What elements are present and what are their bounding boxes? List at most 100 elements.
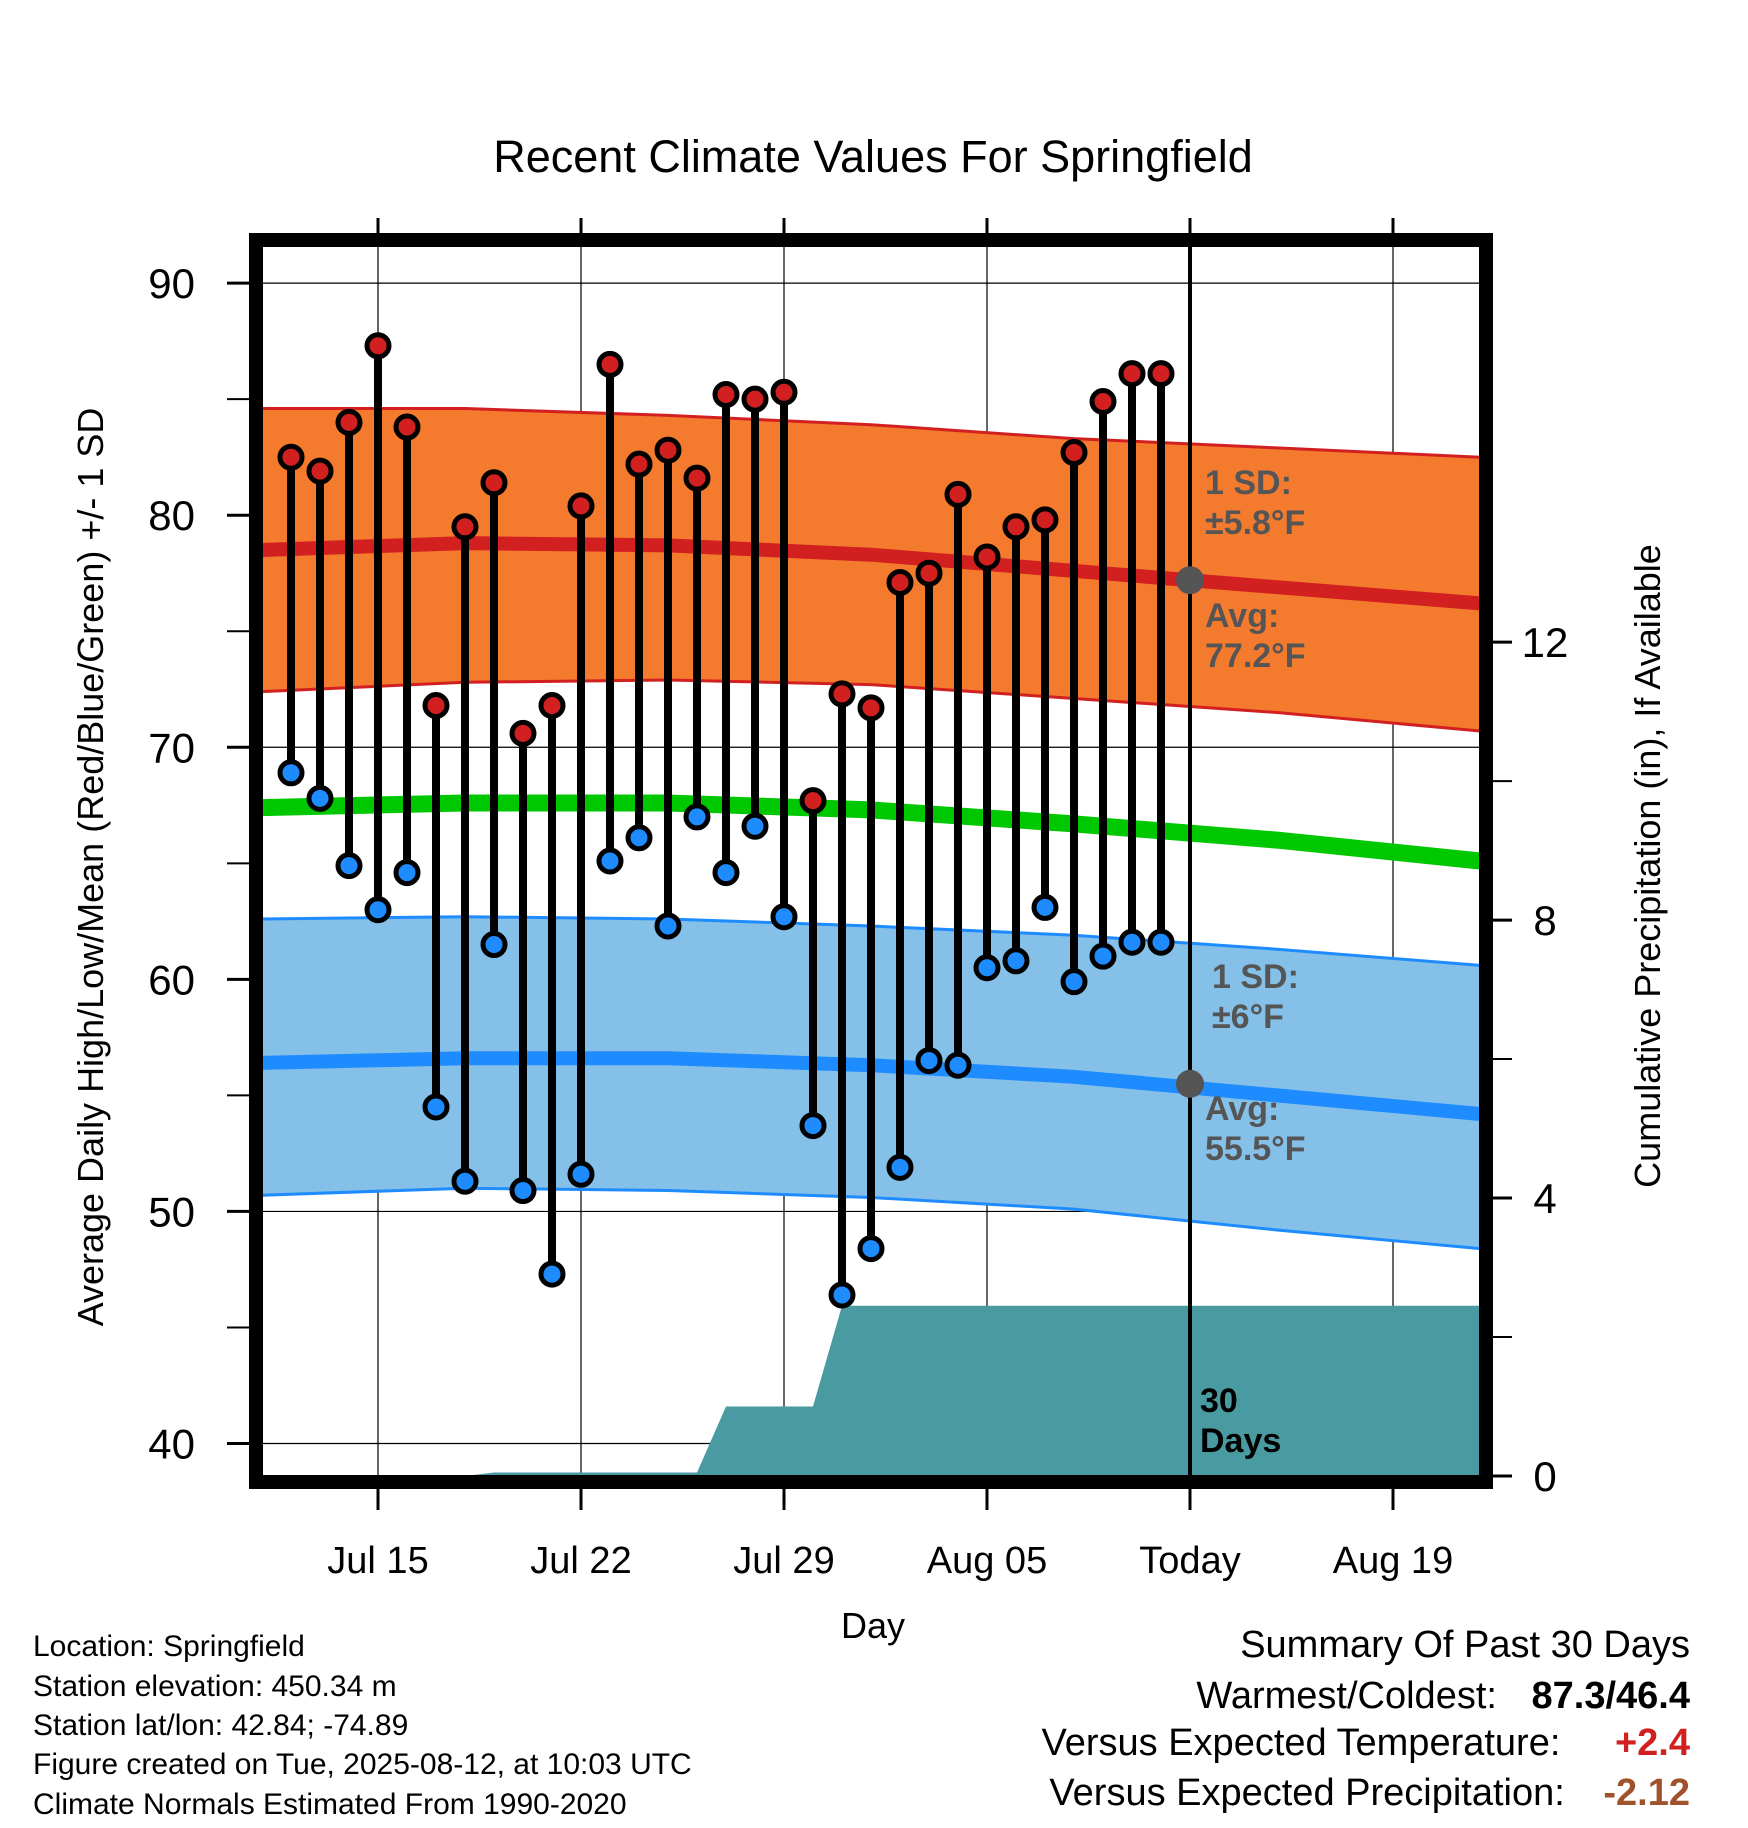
daily-low-point xyxy=(857,1235,885,1263)
daily-high-point xyxy=(770,378,798,406)
days-annotation-line2: Days xyxy=(1200,1422,1281,1460)
x-tick-label: Jul 15 xyxy=(327,1540,428,1582)
daily-low-point xyxy=(1002,947,1030,975)
daily-high-point xyxy=(306,457,334,485)
daily-high-point xyxy=(596,350,624,378)
daily-low-point xyxy=(567,1160,595,1188)
summary-title: Summary Of Past 30 Days xyxy=(1240,1624,1690,1666)
y-tick-label: 80 xyxy=(148,492,195,539)
daily-low-point xyxy=(364,896,392,924)
daily-high-point xyxy=(567,492,595,520)
daily-low-point xyxy=(944,1051,972,1079)
high-avg-annotation-line2: 77.2°F xyxy=(1205,637,1306,675)
x-tick-label: Today xyxy=(1139,1540,1240,1582)
x-tick-label: Jul 29 xyxy=(733,1540,834,1582)
daily-high-point xyxy=(828,680,856,708)
daily-high-point xyxy=(277,443,305,471)
daily-low-point xyxy=(1031,893,1059,921)
daily-low-point xyxy=(422,1093,450,1121)
daily-low-point xyxy=(683,803,711,831)
daily-high-point xyxy=(480,469,508,497)
days-annotation-line1: 30 xyxy=(1200,1382,1238,1420)
x-tick-label: Aug 19 xyxy=(1333,1540,1453,1582)
low-avg-annotation-line1: Avg: xyxy=(1205,1090,1279,1128)
today-low-avg-marker xyxy=(1176,1069,1204,1098)
high-sd-annotation: 1 SD: ±5.8°F xyxy=(1205,464,1305,542)
today-high-avg-marker xyxy=(1176,566,1204,595)
precip-area xyxy=(262,1305,1480,1476)
low-sd-annotation: 1 SD: ±6°F xyxy=(1212,958,1299,1036)
location-text: Location: Springfield xyxy=(33,1630,305,1663)
daily-low-point xyxy=(335,852,363,880)
daily-low-point xyxy=(741,812,769,840)
summary-precipitation: Versus Expected Precipitation: -2.12 xyxy=(1049,1773,1690,1813)
high-sd-band xyxy=(262,408,1480,731)
daily-low-point xyxy=(625,824,653,852)
summary-warmest-coldest: Warmest/Coldest: 87.3/46.4 xyxy=(1196,1676,1690,1716)
y2-axis-label: Cumulative Precipitation (in), If Availa… xyxy=(1627,544,1668,1188)
daily-low-point xyxy=(1060,968,1088,996)
latlon-text: Station lat/lon: 42.84; -74.89 xyxy=(33,1709,409,1742)
daily-low-point xyxy=(712,859,740,887)
daily-low-point xyxy=(538,1260,566,1288)
daily-low-point xyxy=(1118,928,1146,956)
daily-high-point xyxy=(335,408,363,436)
y-tick-label: 40 xyxy=(148,1421,195,1468)
temperature-label: Versus Expected Temperature: xyxy=(1041,1722,1561,1764)
daily-high-point xyxy=(625,450,653,478)
daily-high-point xyxy=(973,543,1001,571)
daily-high-point xyxy=(712,381,740,409)
daily-high-point xyxy=(393,413,421,441)
high-band-upper-edge xyxy=(262,407,1481,459)
high-avg-annotation-line1: Avg: xyxy=(1205,597,1279,635)
y-axis-label: Average Daily High/Low/Mean (Red/Blue/Gr… xyxy=(70,408,111,1327)
x-tick-label: Aug 05 xyxy=(927,1540,1047,1582)
warmest-coldest-label: Warmest/Coldest: xyxy=(1196,1675,1497,1717)
daily-low-point xyxy=(915,1047,943,1075)
low-avg-annotation-line2: 55.5°F xyxy=(1205,1130,1306,1168)
y-tick-label: 70 xyxy=(148,724,195,771)
low-sd-annotation-line1: 1 SD: xyxy=(1212,958,1299,996)
precipitation-label: Versus Expected Precipitation: xyxy=(1049,1772,1565,1814)
daily-high-point xyxy=(944,480,972,508)
high-sd-annotation-line1: 1 SD: xyxy=(1205,464,1292,502)
daily-high-point xyxy=(1089,387,1117,415)
created-text: Figure created on Tue, 2025-08-12, at 10… xyxy=(33,1748,692,1781)
x-axis: Jul 15 Jul 22 Jul 29 Aug 05 Today Aug 19 xyxy=(327,218,1453,1582)
low-avg-annotation: Avg: 55.5°F xyxy=(1205,1090,1306,1168)
daily-high-point xyxy=(1060,439,1088,467)
daily-high-point xyxy=(1147,360,1175,388)
y-tick-label: 90 xyxy=(148,260,195,307)
daily-high-point xyxy=(857,694,885,722)
daily-low-point xyxy=(1089,942,1117,970)
daily-high-point xyxy=(915,559,943,587)
x-tick-label: Jul 22 xyxy=(530,1540,631,1582)
daily-high-point xyxy=(799,787,827,815)
y2-axis: 0 4 8 12 xyxy=(1488,619,1568,1500)
daily-high-point xyxy=(1118,360,1146,388)
daily-low-point xyxy=(451,1167,479,1195)
y-tick-label: 50 xyxy=(148,1188,195,1235)
daily-low-point xyxy=(1147,928,1175,956)
daily-low-point xyxy=(509,1177,537,1205)
temperature-value: +2.4 xyxy=(1614,1722,1690,1764)
y2-tick-label: 4 xyxy=(1533,1175,1556,1222)
daily-low-point xyxy=(770,903,798,931)
x-axis-label: Day xyxy=(841,1605,905,1646)
y2-tick-label: 12 xyxy=(1522,619,1569,666)
daily-low-point xyxy=(886,1153,914,1181)
daily-high-point xyxy=(364,332,392,360)
daily-low-point xyxy=(973,954,1001,982)
chart-title: Recent Climate Values For Springfield xyxy=(493,131,1253,182)
normals-text: Climate Normals Estimated From 1990-2020 xyxy=(33,1788,627,1821)
low-sd-annotation-line2: ±6°F xyxy=(1212,998,1284,1036)
warmest-coldest-value: 87.3/46.4 xyxy=(1531,1675,1690,1717)
daily-low-point xyxy=(306,784,334,812)
days-annotation: 30 Days xyxy=(1200,1382,1281,1460)
y-tick-label: 60 xyxy=(148,956,195,1003)
summary-temperature: Versus Expected Temperature: +2.4 xyxy=(1041,1723,1690,1763)
y2-tick-label: 0 xyxy=(1533,1453,1556,1500)
daily-high-point xyxy=(422,692,450,720)
